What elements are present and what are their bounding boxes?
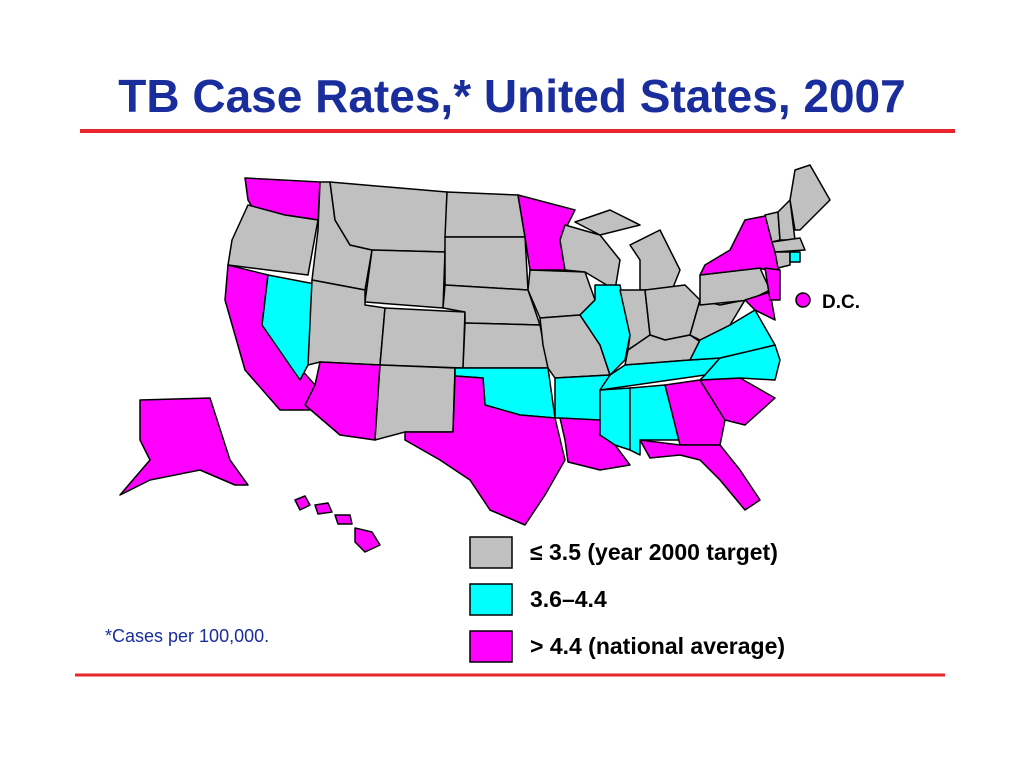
state bbox=[374, 364, 456, 441]
footnote: *Cases per 100,000. bbox=[105, 626, 269, 646]
state bbox=[629, 229, 681, 291]
state bbox=[444, 191, 526, 238]
state bbox=[364, 249, 446, 309]
state bbox=[329, 181, 448, 253]
legend-label: ≤ 3.5 (year 2000 target) bbox=[530, 539, 778, 565]
state bbox=[314, 502, 333, 515]
dc-label: D.C. bbox=[822, 292, 860, 313]
legend-label: 3.6–4.4 bbox=[530, 586, 607, 612]
legend: ≤ 3.5 (year 2000 target) 3.6–4.4 > 4.4 (na… bbox=[469, 536, 785, 663]
state bbox=[119, 397, 249, 496]
state bbox=[334, 514, 353, 525]
dc-marker bbox=[795, 292, 811, 308]
title: TB Case Rates,* United States, 2007 bbox=[118, 70, 905, 122]
state bbox=[304, 361, 381, 441]
state bbox=[559, 224, 621, 291]
state bbox=[574, 209, 641, 236]
state bbox=[227, 204, 319, 276]
state bbox=[462, 322, 549, 369]
state bbox=[354, 527, 381, 553]
state bbox=[774, 251, 791, 269]
state bbox=[771, 237, 806, 253]
legend-swatch bbox=[469, 536, 513, 569]
state bbox=[294, 495, 311, 511]
legend-label: > 4.4 (national average) bbox=[530, 633, 785, 659]
state bbox=[379, 307, 466, 369]
legend-swatch bbox=[469, 583, 513, 616]
state bbox=[789, 164, 831, 231]
state bbox=[744, 291, 776, 321]
state bbox=[404, 375, 566, 526]
state bbox=[789, 251, 801, 263]
legend-swatch bbox=[469, 630, 513, 663]
state bbox=[764, 267, 781, 301]
us-map bbox=[119, 164, 831, 553]
state bbox=[444, 236, 529, 291]
state bbox=[639, 439, 761, 511]
